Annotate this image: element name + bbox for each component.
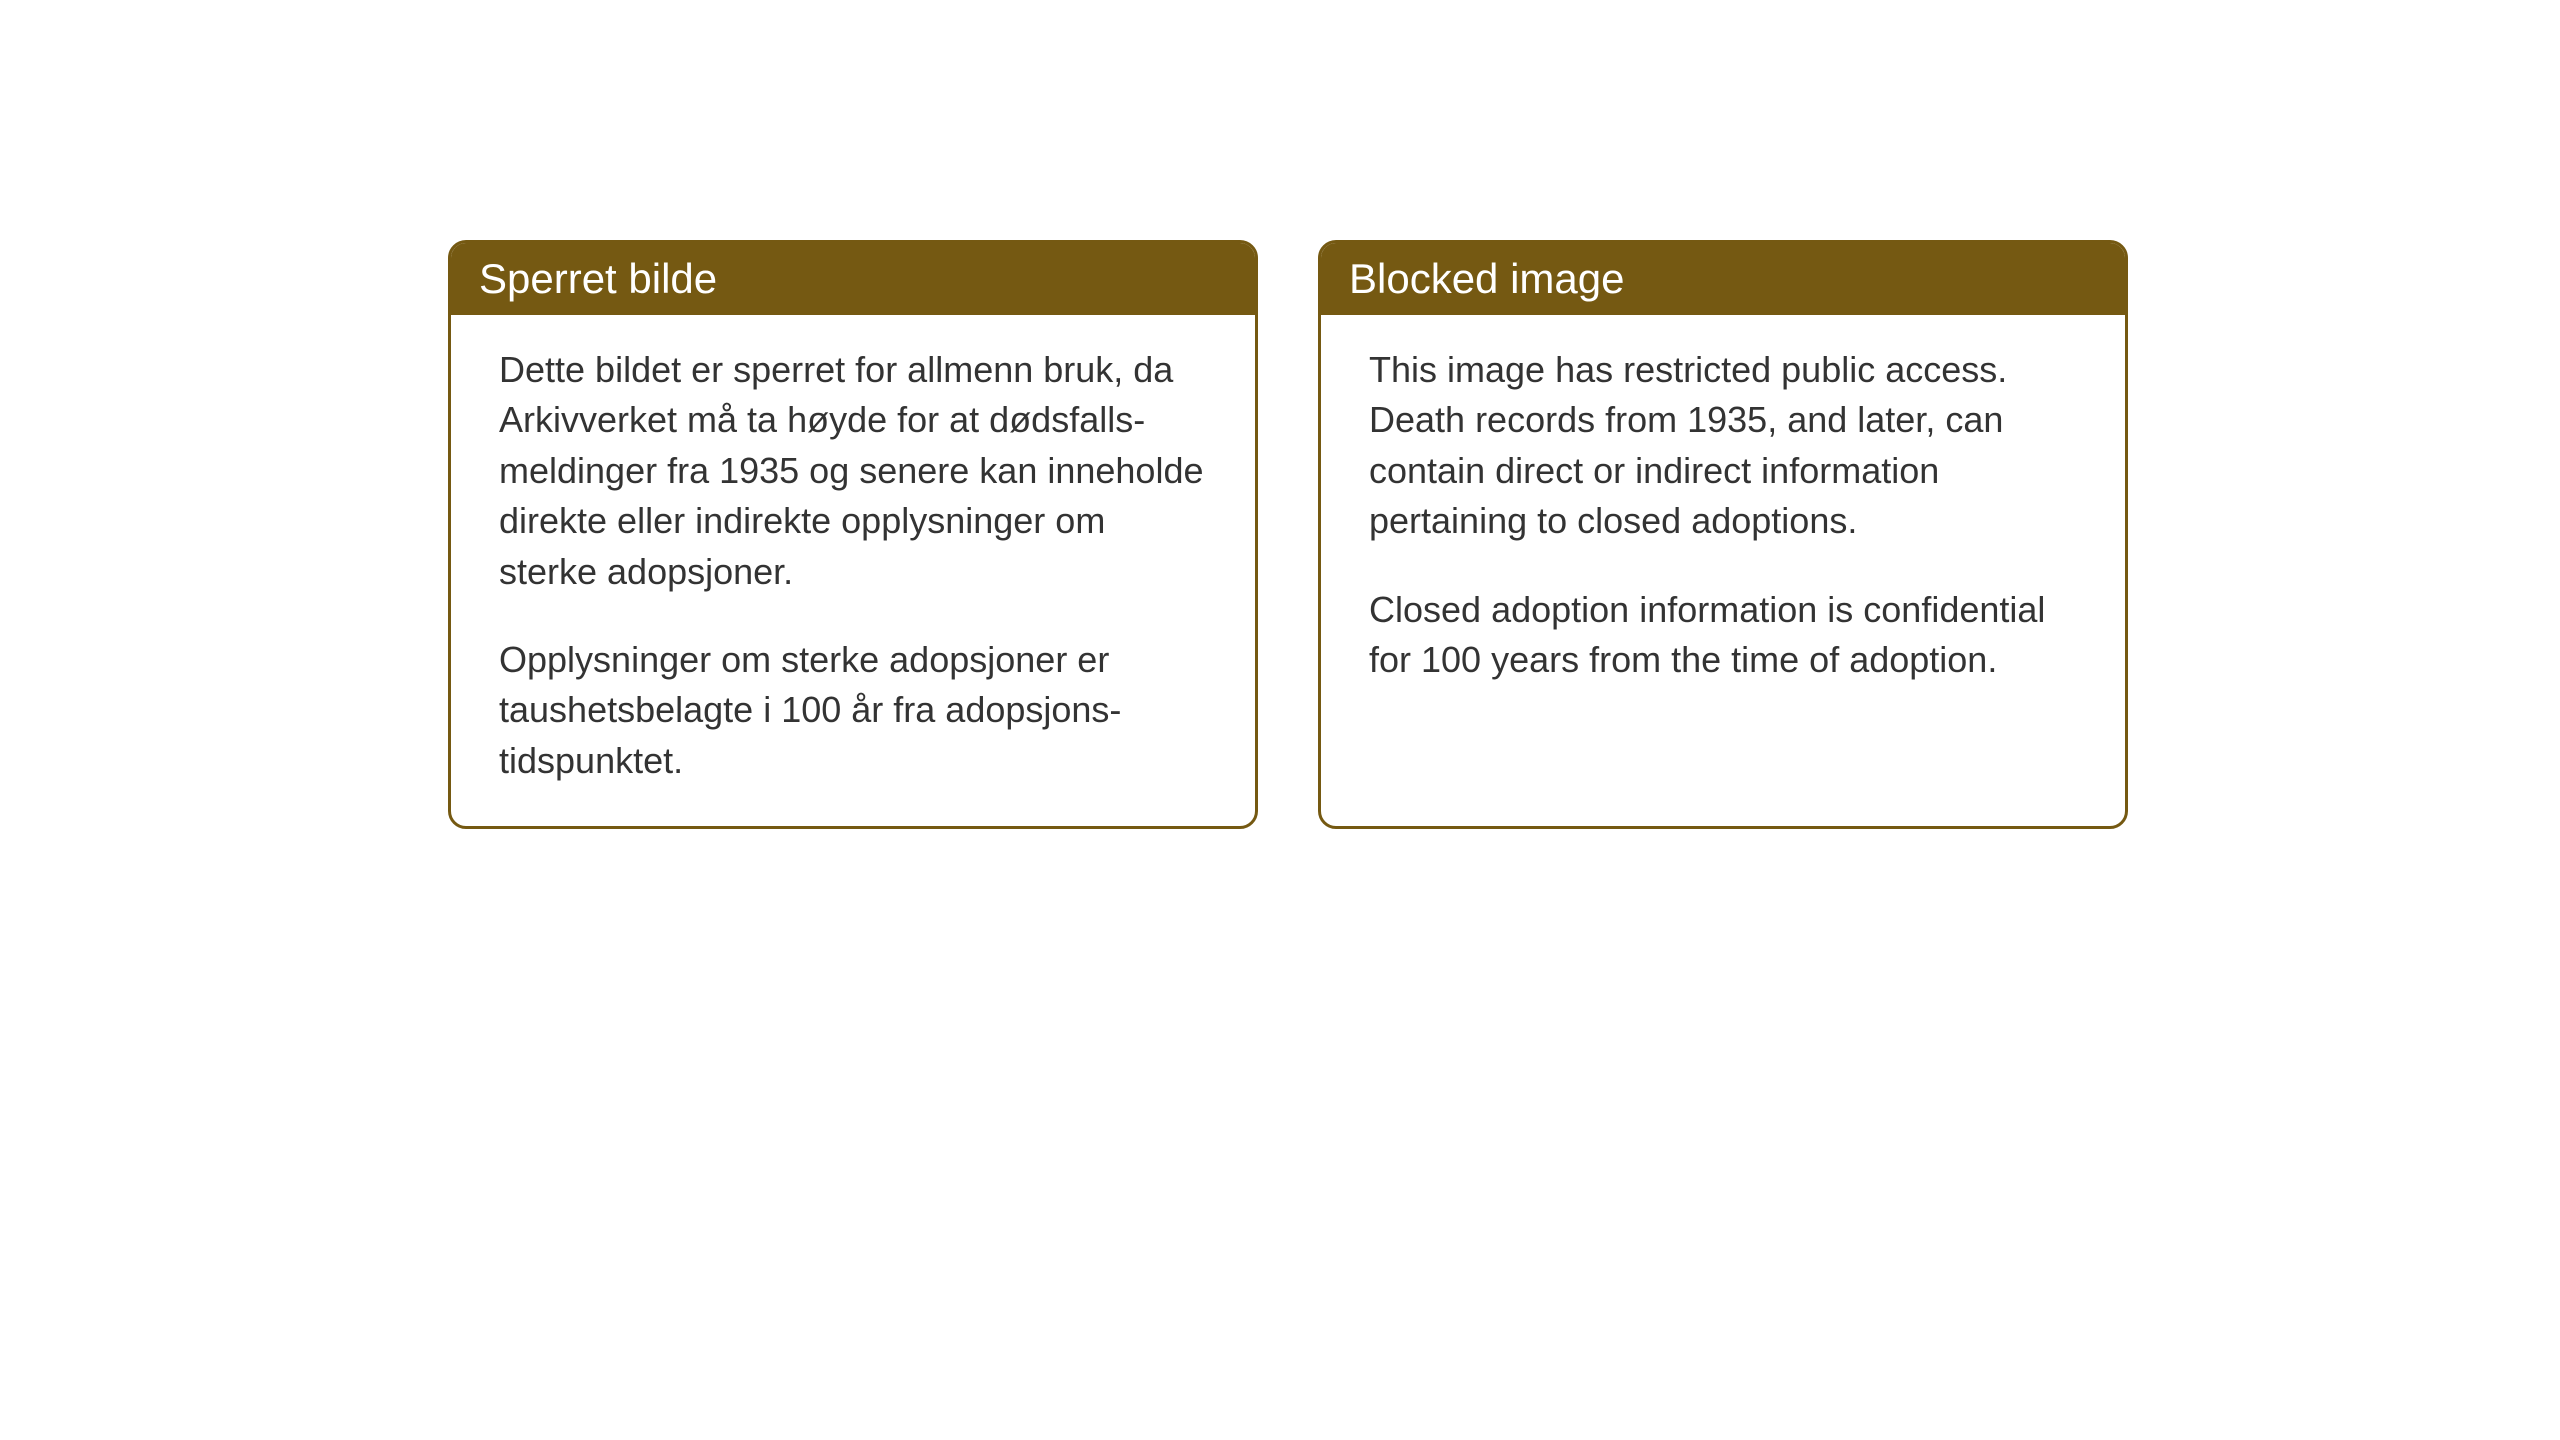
- card-title-norwegian: Sperret bilde: [479, 255, 717, 302]
- notice-card-norwegian: Sperret bilde Dette bildet er sperret fo…: [448, 240, 1258, 829]
- card-header-norwegian: Sperret bilde: [451, 243, 1255, 315]
- card-body-norwegian: Dette bildet er sperret for allmenn bruk…: [451, 315, 1255, 826]
- card-body-english: This image has restricted public access.…: [1321, 315, 2125, 725]
- notice-card-english: Blocked image This image has restricted …: [1318, 240, 2128, 829]
- card-paragraph: Closed adoption information is confident…: [1369, 585, 2077, 686]
- notice-container: Sperret bilde Dette bildet er sperret fo…: [448, 240, 2128, 829]
- card-paragraph: Opplysninger om sterke adopsjoner er tau…: [499, 635, 1207, 786]
- card-title-english: Blocked image: [1349, 255, 1624, 302]
- card-header-english: Blocked image: [1321, 243, 2125, 315]
- card-paragraph: Dette bildet er sperret for allmenn bruk…: [499, 345, 1207, 597]
- card-paragraph: This image has restricted public access.…: [1369, 345, 2077, 547]
